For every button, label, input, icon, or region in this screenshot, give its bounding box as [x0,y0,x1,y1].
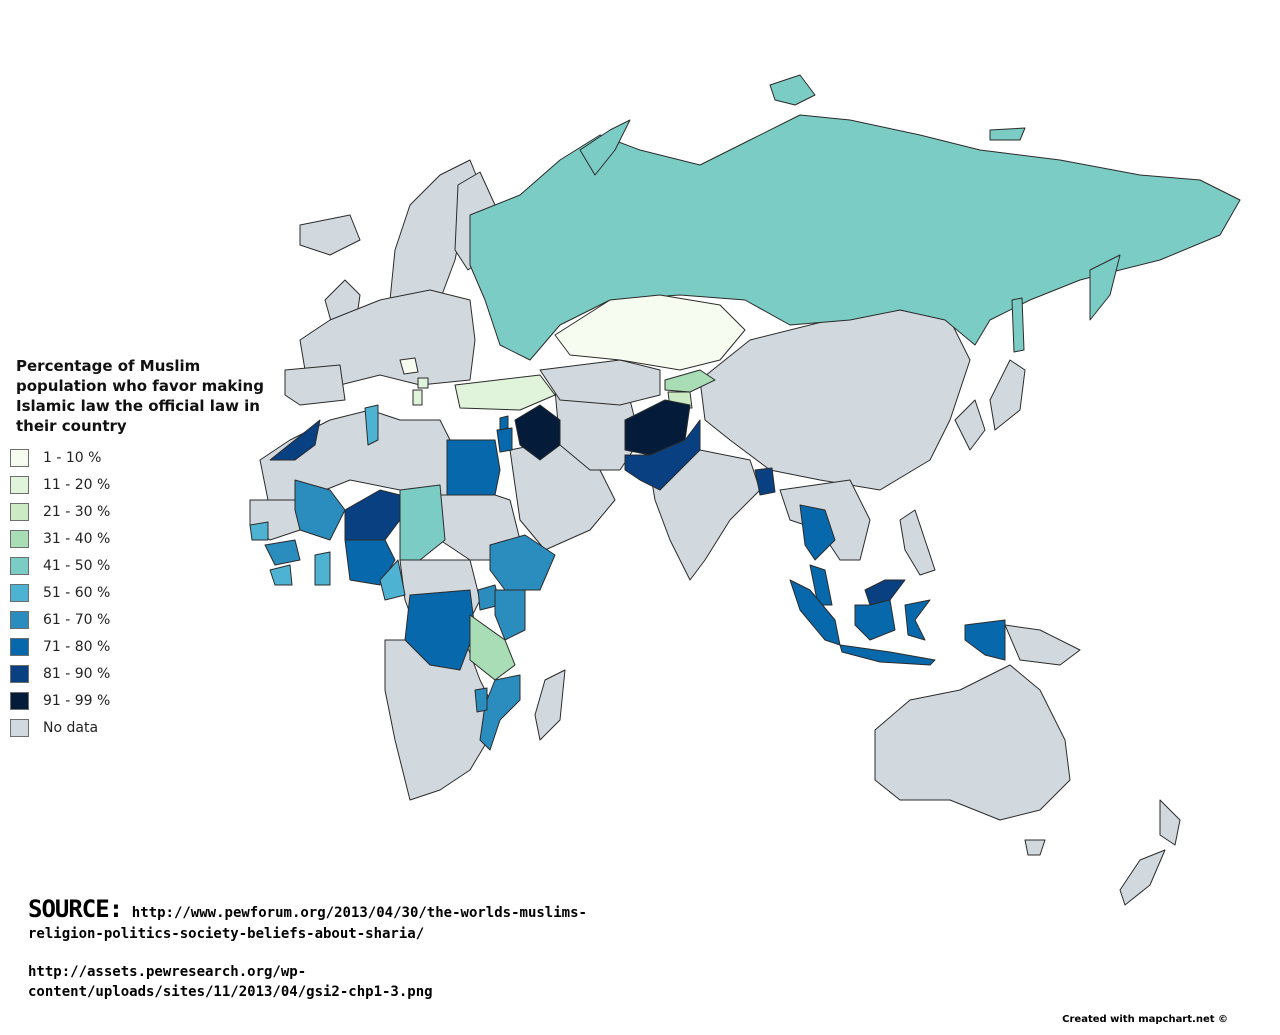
legend-item: 21 - 30 % [10,498,280,525]
country-albania [412,389,423,406]
country-niger [344,489,401,541]
country-jordan [496,427,513,453]
country-turkey [454,374,556,411]
country-novaya-zemlya [579,119,631,176]
region-philippines [899,509,936,576]
source-line-1: SOURCE: http://www.pewforum.org/2013/04/… [28,895,588,944]
country-liberia [269,564,293,586]
country-papua [964,619,1006,661]
region-korea-japan [954,359,1026,451]
legend-label: 41 - 50 % [43,557,111,574]
legend-swatch [10,610,29,629]
country-sulawesi [904,599,931,641]
legend-item: 81 - 90 % [10,660,280,687]
mapchart-credit: Created with mapchart.net © [1062,1014,1228,1025]
legend-label: 31 - 40 % [43,530,111,547]
legend-item: 91 - 99 % [10,687,280,714]
country-ghana [314,551,331,586]
source-heading: SOURCE: [28,895,123,923]
legend-label: 71 - 80 % [43,638,111,655]
country-tanzania [469,614,516,681]
legend: Percentage of Muslim population who favo… [10,356,280,741]
region-tasmania [1024,839,1046,856]
country-thailand [799,504,836,561]
legend-label: 1 - 10 % [43,449,102,466]
country-drc [404,589,476,671]
country-ethiopia [489,534,556,591]
region-new-guinea [1004,624,1081,666]
country-malawi [474,687,488,713]
legend-label: 21 - 30 % [43,503,111,520]
country-chad [399,484,446,561]
country-sakhalin [1011,297,1025,353]
legend-item: 61 - 70 % [10,606,280,633]
legend-item: 71 - 80 % [10,633,280,660]
legend-label: 51 - 60 % [43,584,111,601]
legend-item: 31 - 40 % [10,525,280,552]
country-bangladesh [754,467,776,496]
legend-swatch [10,448,29,467]
legend-label: No data [43,719,99,736]
legend-item: 1 - 10 % [10,444,280,471]
country-lebanon [499,415,509,431]
legend-swatch [10,529,29,548]
country-kalimantan [854,599,896,641]
legend-item: 51 - 60 % [10,579,280,606]
region-madagascar [534,669,566,741]
source-block: SOURCE: http://www.pewforum.org/2013/04/… [28,895,588,1002]
legend-swatch [10,556,29,575]
legend-label: 91 - 99 % [43,692,111,709]
country-senegal [249,521,269,541]
source-url-1[interactable]: http://www.pewforum.org/2013/04/30/the-w… [28,905,587,942]
region-india [649,449,761,581]
data-regions [249,74,1241,751]
legend-label: 61 - 70 % [43,611,111,628]
country-malaysia-borneo [864,579,906,606]
source-url-2[interactable]: http://assets.pewresearch.org/wp-content… [28,964,433,1000]
country-morocco [269,419,321,461]
region-iberia [284,364,346,406]
legend-swatch [10,664,29,683]
country-bosnia [399,357,419,375]
legend-item: 11 - 20 % [10,471,280,498]
country-malaysia-peninsula [809,564,833,606]
country-tunisia [364,404,379,446]
country-guinea [264,539,301,566]
country-cameroon [379,559,406,601]
region-iceland [299,214,361,256]
legend-item: 41 - 50 % [10,552,280,579]
legend-swatch [10,637,29,656]
country-kazakhstan [554,294,746,371]
country-iraq [514,404,561,461]
country-kenya [494,589,526,641]
country-arctic-islands [769,74,1026,141]
legend-title: Percentage of Muslim population who favo… [16,357,264,435]
legend-swatch [10,583,29,602]
legend-item: No data [10,714,280,741]
legend-label: 11 - 20 % [43,476,111,493]
region-australia [874,664,1071,821]
legend-swatch [10,475,29,494]
country-kamchatka [1089,254,1121,321]
region-new-zealand [1119,799,1181,906]
legend-swatch [10,502,29,521]
country-kyrgyzstan [664,369,716,393]
country-egypt [446,439,501,496]
country-kosovo [417,377,429,389]
country-mozambique [479,674,521,751]
legend-swatch [10,691,29,710]
country-mali [294,479,346,541]
country-pakistan [624,419,701,491]
legend-swatch [10,718,29,737]
legend-label: 81 - 90 % [43,665,111,682]
country-russia [469,114,1241,361]
country-java [839,644,936,666]
